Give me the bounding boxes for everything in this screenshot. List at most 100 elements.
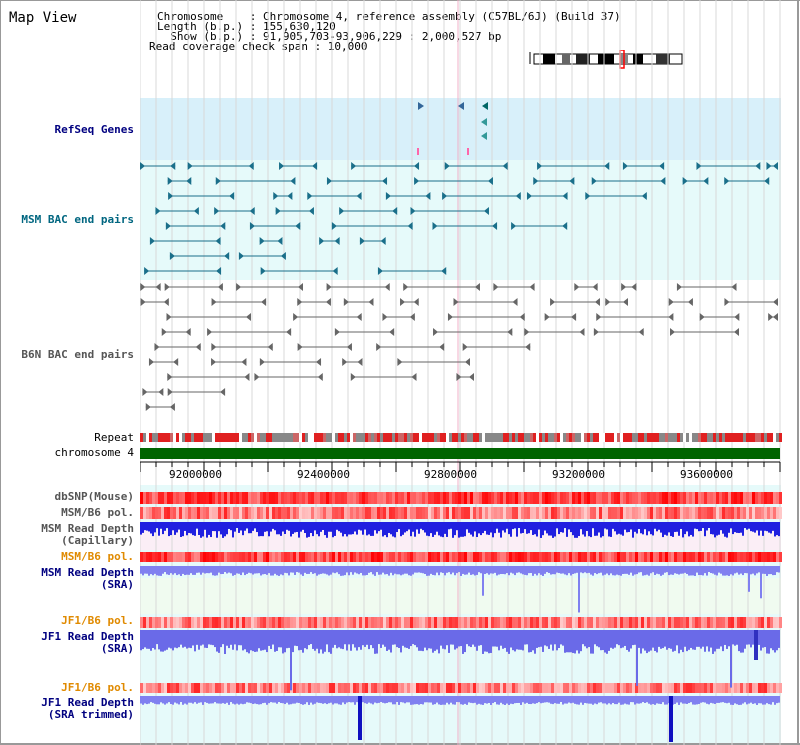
- depth-bar: [656, 696, 658, 704]
- heat-cell: [701, 492, 704, 504]
- heat-cell: [239, 507, 242, 519]
- depth-bar: [232, 630, 234, 650]
- depth-bar: [378, 566, 380, 575]
- heat-cell: [392, 492, 395, 504]
- track-label-msm-depth-sra[interactable]: MSM Read Depth: [41, 566, 134, 579]
- depth-bar: [730, 696, 732, 705]
- track-label-chromosome[interactable]: chromosome 4: [54, 446, 134, 459]
- repeat-segment: [425, 433, 428, 442]
- track-label-msm-depth-cap[interactable]: MSM Read Depth: [41, 522, 134, 535]
- heat-cell: [185, 507, 188, 519]
- depth-bar: [770, 696, 772, 705]
- depth-bar: [272, 630, 274, 645]
- depth-bar: [392, 630, 394, 645]
- depth-bar: [492, 522, 494, 538]
- heat-cell: [185, 683, 188, 693]
- depth-bar: [540, 522, 542, 538]
- heat-cell: [203, 507, 206, 519]
- heat-cell: [302, 617, 305, 628]
- bac-end-glyph: [249, 207, 255, 215]
- depth-bar: [290, 522, 292, 537]
- heat-cell: [317, 683, 320, 693]
- track-label-jf1-trim[interactable]: JF1 Read Depth: [41, 696, 134, 709]
- depth-bar: [158, 630, 160, 650]
- depth-bar: [226, 696, 228, 703]
- depth-bar: [322, 630, 324, 654]
- heat-cell: [329, 507, 332, 519]
- depth-bar: [590, 696, 592, 704]
- depth-bar: [528, 566, 530, 574]
- heat-cell: [350, 617, 353, 628]
- track-label-b6n-bac[interactable]: B6N BAC end pairs: [21, 348, 134, 361]
- heat-cell: [659, 492, 662, 504]
- heat-cell: [659, 617, 662, 628]
- repeat-segment: [743, 433, 746, 442]
- depth-bar: [146, 630, 148, 649]
- depth-bar: [472, 566, 474, 575]
- depth-bar: [502, 696, 504, 705]
- repeat-segment: [647, 433, 650, 442]
- heat-cell: [323, 683, 326, 693]
- depth-bar: [526, 522, 528, 534]
- depth-bar: [362, 630, 364, 646]
- depth-bar: [680, 566, 682, 574]
- depth-bar: [728, 630, 730, 647]
- track-canvas[interactable]: [140, 0, 782, 745]
- heat-cell: [176, 507, 179, 519]
- bac-end-glyph: [368, 298, 374, 306]
- track-label-msm-bac[interactable]: MSM BAC end pairs: [21, 213, 134, 226]
- depth-bar: [414, 522, 416, 537]
- heat-cell: [740, 507, 743, 519]
- track-label-jf1-pol[interactable]: JF1/B6 pol.: [61, 614, 134, 627]
- depth-bar: [144, 696, 146, 704]
- depth-bar: [564, 566, 566, 575]
- heat-cell: [428, 507, 431, 519]
- heat-cell: [206, 683, 209, 693]
- heat-cell: [257, 552, 260, 562]
- repeat-segment: [263, 433, 266, 442]
- bac-end-glyph: [164, 283, 170, 291]
- heat-cell: [308, 617, 311, 628]
- heat-cell: [263, 507, 266, 519]
- heat-cell: [635, 492, 638, 504]
- heat-cell: [272, 492, 275, 504]
- track-label-jf1-pol-trim[interactable]: JF1/B6 pol.: [61, 681, 134, 694]
- track-label-msm-pol-sra[interactable]: MSM/B6 pol.: [61, 550, 134, 563]
- chromosome-ideogram[interactable]: [528, 50, 688, 70]
- heat-cell: [242, 552, 245, 562]
- depth-bar: [298, 696, 300, 703]
- depth-bar: [642, 630, 644, 649]
- track-label-msm-pol[interactable]: MSM/B6 pol.: [61, 506, 134, 519]
- heat-cell: [617, 507, 620, 519]
- track-label-jf1-depth[interactable]: JF1 Read Depth: [41, 630, 134, 643]
- depth-bar: [426, 566, 428, 576]
- depth-bar: [346, 696, 348, 703]
- heat-cell: [338, 552, 341, 562]
- depth-bar: [768, 522, 770, 533]
- bac-end-glyph: [414, 177, 420, 185]
- heat-cell: [404, 507, 407, 519]
- depth-bar: [398, 566, 400, 575]
- depth-bar: [260, 566, 262, 576]
- depth-bar: [518, 566, 520, 573]
- depth-bar: [686, 630, 688, 652]
- depth-bar: [476, 522, 478, 538]
- heat-cell: [749, 552, 752, 562]
- heat-cell: [704, 552, 707, 562]
- depth-bar: [744, 696, 746, 703]
- repeat-segment: [770, 433, 773, 442]
- track-label-repeat[interactable]: Repeat: [94, 431, 134, 444]
- depth-bar: [152, 522, 154, 537]
- heat-cell: [671, 617, 674, 628]
- depth-bar: [310, 566, 312, 573]
- depth-bar: [436, 630, 438, 650]
- track-label-refseq[interactable]: RefSeq Genes: [54, 123, 134, 136]
- heat-cell: [143, 492, 146, 504]
- depth-bar: [370, 696, 372, 704]
- repeat-segment: [575, 433, 578, 442]
- track-label-dbsnp[interactable]: dbSNP(Mouse): [54, 490, 134, 503]
- heat-cell: [194, 683, 197, 693]
- depth-bar: [368, 696, 370, 703]
- depth-bar: [412, 696, 414, 705]
- depth-bar: [252, 696, 254, 705]
